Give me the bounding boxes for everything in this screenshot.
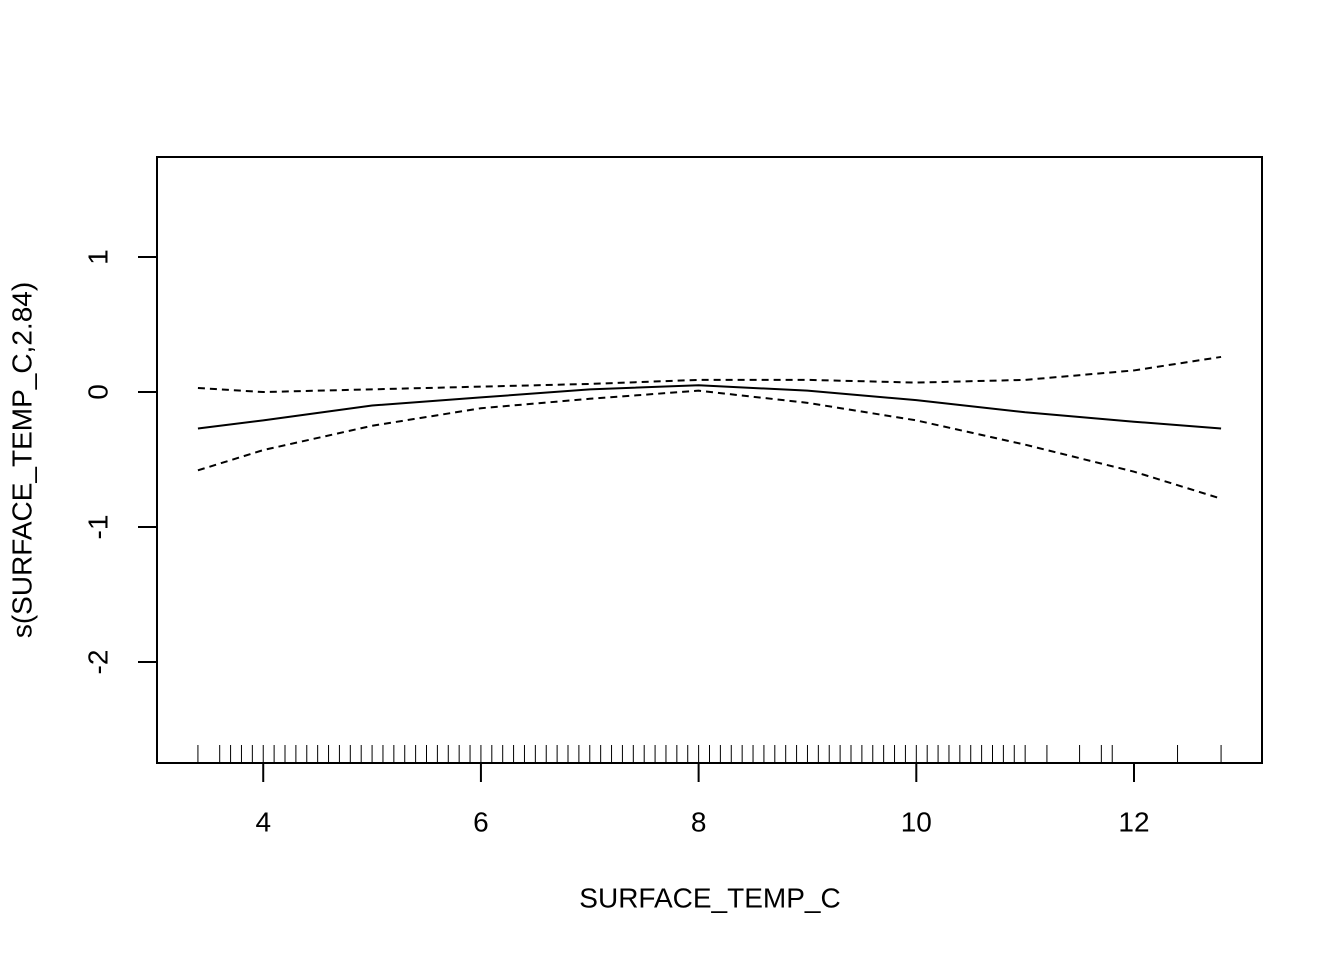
y-tick-label: -2 xyxy=(82,650,113,675)
x-tick-label: 12 xyxy=(1118,806,1149,837)
series-line xyxy=(197,384,1222,430)
series-line xyxy=(197,355,1222,394)
x-tick-label: 6 xyxy=(473,806,489,837)
plot-frame xyxy=(156,156,1263,764)
y-tick-label: 1 xyxy=(82,249,113,265)
series-line xyxy=(197,389,1222,500)
x-tick-label: 10 xyxy=(901,806,932,837)
y-tick-label: 0 xyxy=(82,384,113,400)
y-tick-label: -1 xyxy=(82,515,113,540)
y-axis-label: s(SURFACE_TEMP_C,2.84) xyxy=(6,282,37,638)
x-tick-label: 8 xyxy=(691,806,707,837)
x-tick-label: 4 xyxy=(255,806,271,837)
x-axis-label: SURFACE_TEMP_C xyxy=(579,882,840,913)
